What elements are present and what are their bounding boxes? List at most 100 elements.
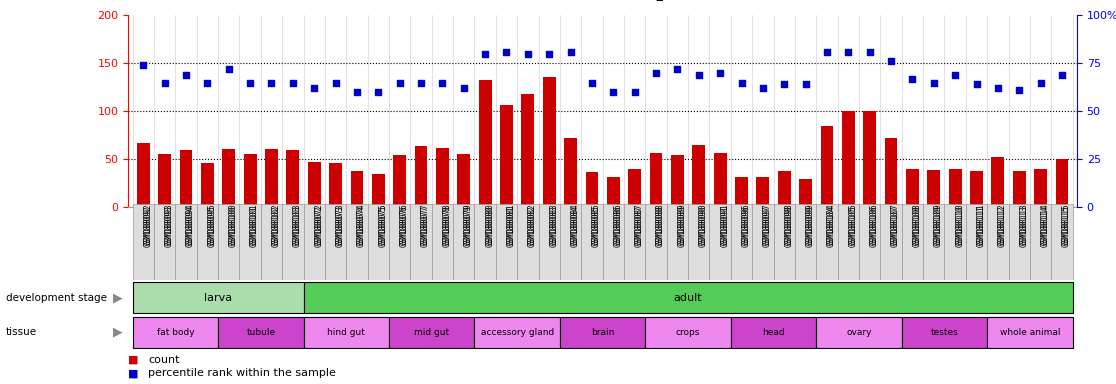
Point <box>1054 72 1071 78</box>
Bar <box>650 152 663 207</box>
Text: fat body: fat body <box>156 328 194 337</box>
Text: GSM188113: GSM188113 <box>1019 204 1028 245</box>
Bar <box>329 163 341 207</box>
Text: GSM188091: GSM188091 <box>720 204 729 245</box>
FancyBboxPatch shape <box>539 204 560 280</box>
Text: GSM188086: GSM188086 <box>614 204 623 245</box>
FancyBboxPatch shape <box>988 316 1072 348</box>
Bar <box>864 111 876 207</box>
Text: GSM188081: GSM188081 <box>507 204 516 245</box>
FancyBboxPatch shape <box>175 204 196 280</box>
Text: GSM188098: GSM188098 <box>785 204 793 245</box>
Text: GSM188077: GSM188077 <box>421 206 430 247</box>
Text: GSM188085: GSM188085 <box>591 206 600 247</box>
Text: brain: brain <box>591 328 614 337</box>
FancyBboxPatch shape <box>838 204 859 280</box>
Text: ■: ■ <box>128 355 138 365</box>
Point <box>262 79 280 86</box>
FancyBboxPatch shape <box>859 204 881 280</box>
FancyBboxPatch shape <box>389 316 474 348</box>
Bar <box>565 138 577 207</box>
Text: GSM188081: GSM188081 <box>507 206 516 247</box>
Text: GSM188109: GSM188109 <box>934 204 943 245</box>
Text: accessory gland: accessory gland <box>481 328 554 337</box>
Text: GSM188079: GSM188079 <box>464 204 473 245</box>
Text: GSM188078: GSM188078 <box>442 206 451 247</box>
Text: GSM188097: GSM188097 <box>763 206 772 247</box>
Bar <box>885 138 897 207</box>
Text: ■: ■ <box>128 368 138 379</box>
FancyBboxPatch shape <box>325 204 346 280</box>
Text: GSM188080: GSM188080 <box>485 204 494 245</box>
Point <box>455 85 473 91</box>
Point <box>989 85 1007 91</box>
Text: GSM188111: GSM188111 <box>976 204 985 245</box>
FancyBboxPatch shape <box>453 204 474 280</box>
Bar <box>970 171 983 207</box>
FancyBboxPatch shape <box>1051 204 1072 280</box>
Point <box>860 49 878 55</box>
FancyBboxPatch shape <box>816 204 838 280</box>
Text: ▶: ▶ <box>113 291 123 304</box>
FancyBboxPatch shape <box>218 316 304 348</box>
Text: GSM188082: GSM188082 <box>528 204 537 245</box>
FancyBboxPatch shape <box>560 204 581 280</box>
FancyBboxPatch shape <box>133 316 218 348</box>
Text: GSM188089: GSM188089 <box>677 204 686 245</box>
Bar <box>158 154 171 207</box>
Bar <box>500 104 513 207</box>
Text: development stage: development stage <box>6 293 107 303</box>
Point <box>626 89 644 95</box>
Point <box>605 89 623 95</box>
Text: GSM188093: GSM188093 <box>165 204 174 245</box>
Text: GSM188088: GSM188088 <box>656 204 665 245</box>
FancyBboxPatch shape <box>560 316 645 348</box>
Text: GSM188085: GSM188085 <box>591 204 600 245</box>
Text: ▶: ▶ <box>113 326 123 339</box>
FancyBboxPatch shape <box>1009 204 1030 280</box>
Text: GSM188101: GSM188101 <box>250 204 259 245</box>
Text: GSM188073: GSM188073 <box>336 206 345 247</box>
Bar <box>287 150 299 207</box>
Text: GSM188089: GSM188089 <box>677 206 686 247</box>
Point <box>690 72 708 78</box>
Text: head: head <box>762 328 785 337</box>
Bar <box>308 162 320 207</box>
Bar <box>735 177 748 207</box>
Text: GSM188072: GSM188072 <box>315 204 324 245</box>
Text: GSM188099: GSM188099 <box>806 204 815 245</box>
Text: percentile rank within the sample: percentile rank within the sample <box>148 368 336 379</box>
Text: GSM188112: GSM188112 <box>998 206 1007 247</box>
Bar <box>757 177 769 207</box>
Text: testes: testes <box>931 328 959 337</box>
Bar <box>222 149 235 207</box>
Text: GSM188096: GSM188096 <box>741 206 751 247</box>
FancyBboxPatch shape <box>689 204 710 280</box>
Point <box>369 89 387 95</box>
Bar <box>671 155 684 207</box>
Text: GSM188107: GSM188107 <box>891 206 901 247</box>
FancyBboxPatch shape <box>645 316 731 348</box>
FancyBboxPatch shape <box>581 204 603 280</box>
Text: GSM188110: GSM188110 <box>955 206 964 247</box>
Point <box>477 51 494 57</box>
Text: GSM188102: GSM188102 <box>271 204 280 245</box>
FancyBboxPatch shape <box>988 204 1009 280</box>
Bar <box>1056 159 1068 207</box>
Text: GSM188100: GSM188100 <box>229 204 238 245</box>
Text: GSM188105: GSM188105 <box>848 206 857 247</box>
Text: GSM188108: GSM188108 <box>913 206 922 247</box>
Point <box>412 79 430 86</box>
Text: GSM188098: GSM188098 <box>785 206 793 247</box>
Text: GSM188094: GSM188094 <box>186 206 195 247</box>
Bar <box>906 169 918 207</box>
FancyBboxPatch shape <box>710 204 731 280</box>
FancyBboxPatch shape <box>881 204 902 280</box>
Point <box>433 79 451 86</box>
Text: GSM188095: GSM188095 <box>208 206 217 247</box>
Text: GSM188096: GSM188096 <box>741 204 751 245</box>
Text: whole animal: whole animal <box>1000 328 1060 337</box>
Text: GSM188086: GSM188086 <box>614 206 623 247</box>
FancyBboxPatch shape <box>133 204 154 280</box>
FancyBboxPatch shape <box>731 316 816 348</box>
